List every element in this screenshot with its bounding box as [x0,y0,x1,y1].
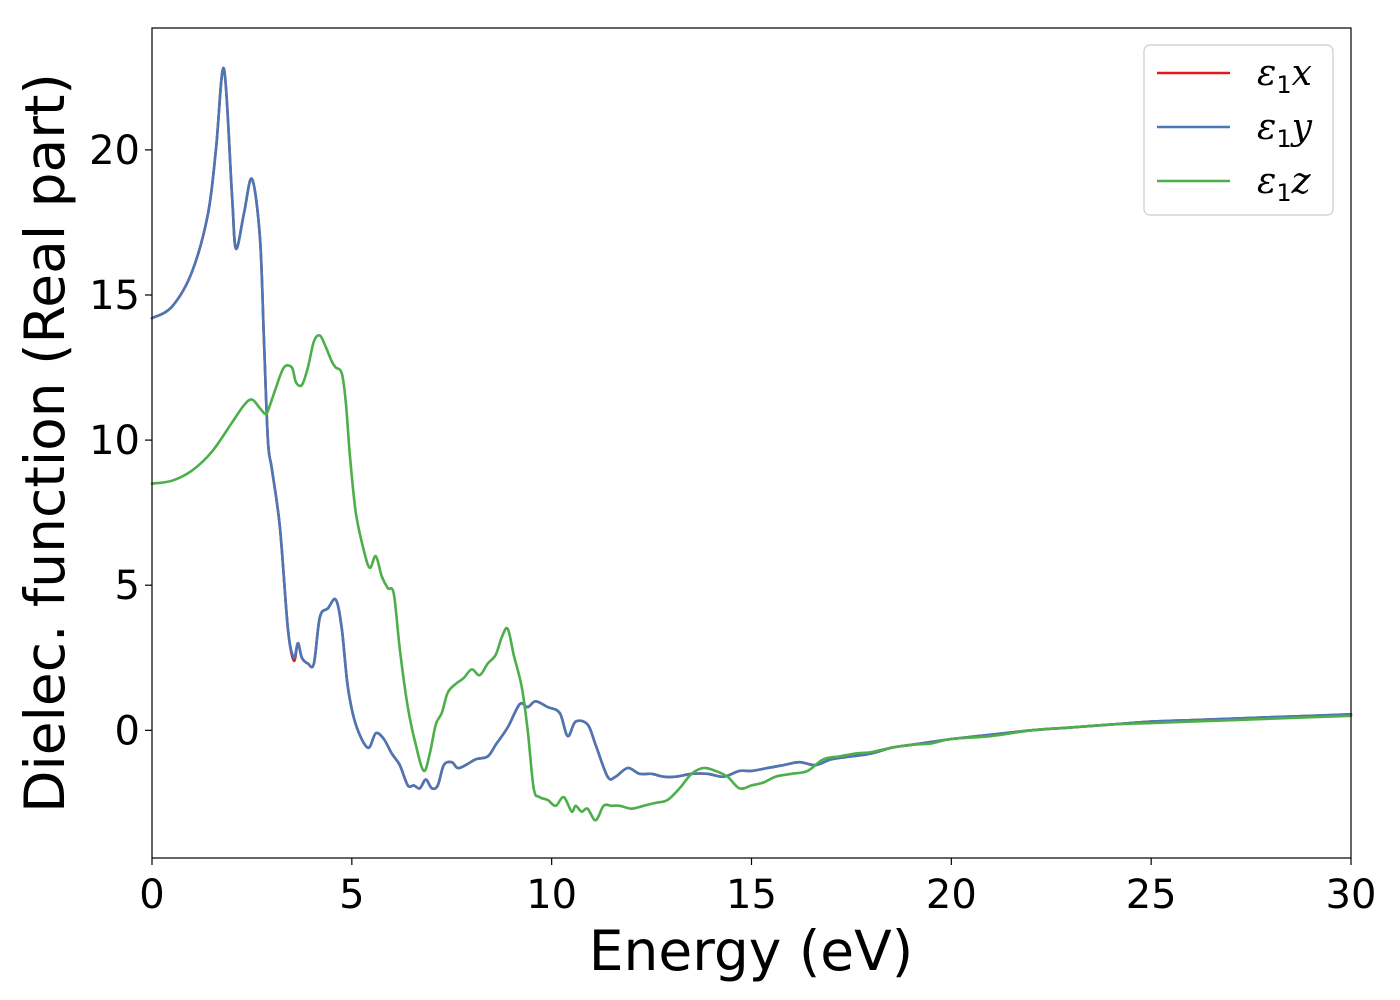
legend: ε1x ε1y ε1z [1143,44,1334,216]
x-tick-label: 10 [526,872,577,918]
x-axis: 0 5 10 15 20 25 30 [139,858,1376,918]
x-tick-label: 20 [926,872,977,918]
x-tick-label: 0 [139,872,164,918]
series-line-y [150,67,1353,791]
y-tick-label: 15 [89,273,140,319]
series-layer [150,67,1353,822]
x-tick-label: 25 [1126,872,1177,918]
x-axis-label: Energy (eV) [589,919,913,983]
y-tick-label: 0 [115,708,140,754]
y-tick-label: 10 [89,418,140,464]
x-tick-label: 15 [726,872,777,918]
y-axis-label: Dielec. function (Real part) [13,73,77,813]
y-tick-label: 5 [115,563,140,609]
legend-label-y: ε1y [1257,107,1313,153]
x-tick-label: 5 [339,872,364,918]
legend-box [1143,44,1334,216]
series-line-z [150,334,1353,822]
y-axis: 0 5 10 15 20 [89,128,152,754]
y-tick-label: 20 [89,128,140,174]
legend-label-z: ε1z [1257,161,1312,207]
legend-label-x: ε1x [1257,53,1312,99]
x-tick-label: 30 [1326,872,1377,918]
